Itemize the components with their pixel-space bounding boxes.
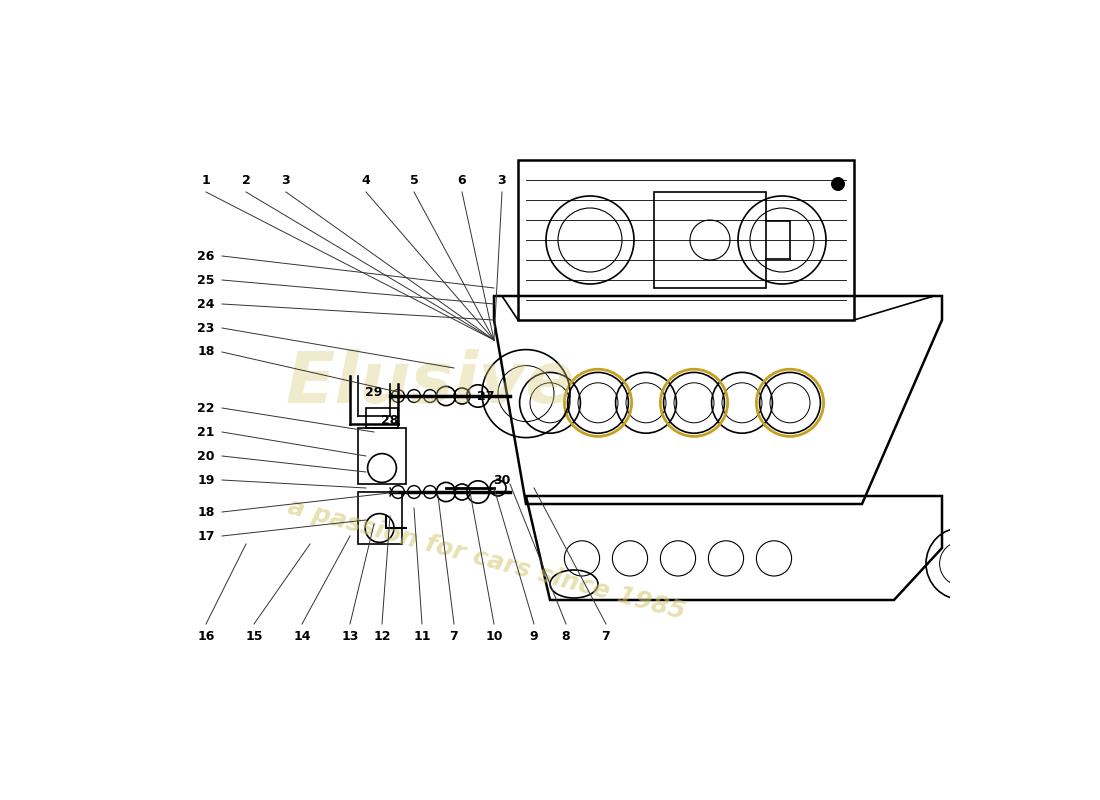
Text: 23: 23 xyxy=(197,322,215,334)
Text: 2: 2 xyxy=(242,174,251,186)
Circle shape xyxy=(408,486,420,498)
Text: 5: 5 xyxy=(409,174,418,186)
Text: 7: 7 xyxy=(450,630,459,642)
Text: 9: 9 xyxy=(530,630,538,642)
Text: 21: 21 xyxy=(197,426,215,438)
Text: 7: 7 xyxy=(602,630,610,642)
Text: 26: 26 xyxy=(197,250,215,262)
Text: 25: 25 xyxy=(197,274,215,286)
Bar xyxy=(366,408,398,428)
Text: 1: 1 xyxy=(201,174,210,186)
Circle shape xyxy=(832,178,845,190)
Text: 29: 29 xyxy=(365,386,383,398)
Text: 3: 3 xyxy=(497,174,506,186)
Text: a passion for cars since 1985: a passion for cars since 1985 xyxy=(285,495,688,625)
Bar xyxy=(518,160,854,320)
Text: 22: 22 xyxy=(197,402,215,414)
Text: 6: 6 xyxy=(458,174,466,186)
Text: 18: 18 xyxy=(197,506,215,518)
Text: 19: 19 xyxy=(197,474,215,486)
Text: 3: 3 xyxy=(282,174,290,186)
Text: 15: 15 xyxy=(245,630,263,642)
Text: 14: 14 xyxy=(294,630,310,642)
Text: 28: 28 xyxy=(382,414,398,426)
Text: Elusive: Elusive xyxy=(285,350,574,418)
Text: 18: 18 xyxy=(197,346,215,358)
Bar xyxy=(358,492,402,544)
Text: 8: 8 xyxy=(562,630,570,642)
Circle shape xyxy=(408,390,420,402)
Circle shape xyxy=(424,390,437,402)
Text: 4: 4 xyxy=(362,174,371,186)
Circle shape xyxy=(392,390,405,402)
Text: 11: 11 xyxy=(414,630,431,642)
Text: 10: 10 xyxy=(485,630,503,642)
Text: 20: 20 xyxy=(197,450,215,462)
Text: 12: 12 xyxy=(373,630,390,642)
Text: 16: 16 xyxy=(197,630,215,642)
Circle shape xyxy=(424,486,437,498)
Circle shape xyxy=(392,486,405,498)
Bar xyxy=(358,428,406,484)
Text: 30: 30 xyxy=(493,474,510,486)
Text: 13: 13 xyxy=(341,630,359,642)
Text: 27: 27 xyxy=(477,390,495,402)
Bar xyxy=(654,192,766,288)
Text: 17: 17 xyxy=(197,530,215,542)
Text: 24: 24 xyxy=(197,298,215,310)
